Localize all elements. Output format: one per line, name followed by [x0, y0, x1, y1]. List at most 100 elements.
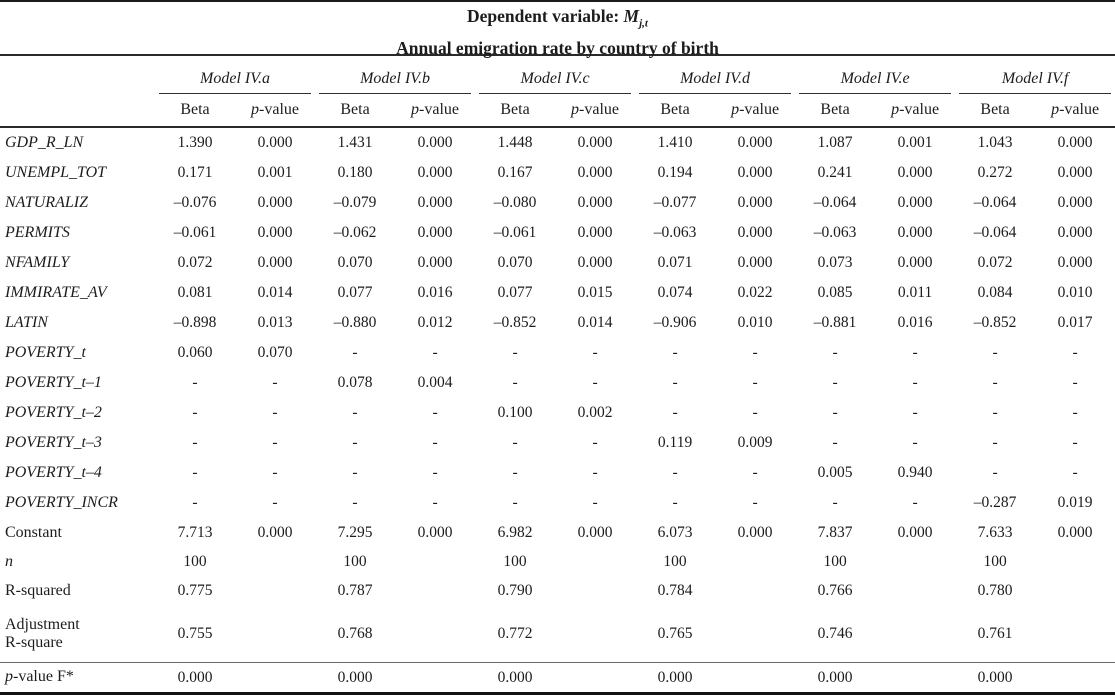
beta-value: - [512, 464, 518, 481]
beta-value: - [832, 344, 838, 361]
title-prefix: Dependent variable: [467, 6, 624, 26]
table-title-block: Dependent variable: Mj,t Annual emigrati… [0, 2, 1115, 58]
beta-value: 0.000 [315, 662, 396, 694]
beta-header: Beta [315, 94, 396, 128]
beta-value: - [352, 494, 358, 511]
pvalue-value: - [912, 494, 918, 511]
beta-value: - [992, 344, 998, 361]
pvalue-value: - [272, 404, 278, 421]
pvalue-value: 0.000 [257, 134, 293, 151]
beta-value: 6.073 [657, 524, 693, 541]
pvalue-value: - [912, 404, 918, 421]
model-header: Model IV.f [955, 56, 1115, 94]
pvalue-value: 0.001 [257, 164, 293, 181]
beta-value: –0.287 [973, 494, 1017, 511]
pvalue-value: - [912, 374, 918, 391]
pvalue-value: 0.000 [737, 194, 773, 211]
beta-value: 0.790 [497, 582, 533, 599]
stat-header-row: Beta p-value Beta p-value Beta p-value Beta p-v… [0, 94, 1115, 128]
pvalue-value: - [1072, 374, 1078, 391]
beta-value: 0.746 [817, 625, 853, 642]
corner-cell [0, 94, 155, 128]
pvalue-value: - [432, 344, 438, 361]
beta-value: –0.880 [333, 314, 377, 331]
beta-value: –0.077 [653, 194, 697, 211]
beta-value: 0.761 [977, 625, 1013, 642]
beta-value: –0.063 [653, 224, 697, 241]
table-row: POVERTY_t–4 - - - - - - - - 0.005 0.940 - - [0, 458, 1115, 488]
pvalue-value [1035, 606, 1115, 663]
beta-value: - [672, 374, 678, 391]
pvalue-value: 0.940 [897, 464, 933, 481]
model-name-label: Model IV.b [319, 64, 472, 94]
pvalue-value [1035, 576, 1115, 606]
pvalue-value: - [432, 494, 438, 511]
beta-value: 7.633 [977, 524, 1013, 541]
pvalue-value [875, 576, 955, 606]
pvalue-value [555, 662, 636, 694]
pvalue-value [235, 548, 315, 576]
beta-header: Beta [795, 94, 876, 128]
table-row: LATIN –0.898 0.013 –0.880 0.012 –0.852 0.014 –0… [0, 308, 1115, 338]
pvalue-value [875, 548, 955, 576]
model-header: Model IV.b [315, 56, 475, 94]
pvalue-value: - [432, 434, 438, 451]
table-row: POVERTY_t–2 - - - - 0.100 0.002 - - - - - - [0, 398, 1115, 428]
table-row: n 100 100 100 100 100 100 [0, 548, 1115, 576]
pvalue-header: p-value [875, 94, 956, 128]
pvalue-value: 0.000 [737, 134, 773, 151]
dependent-variable-symbol: Mj,t [623, 6, 648, 30]
beta-value: –0.064 [813, 194, 857, 211]
pvalue-value [395, 662, 476, 694]
beta-value: –0.061 [173, 224, 217, 241]
beta-value: 100 [503, 553, 527, 570]
beta-value: 0.768 [337, 625, 373, 642]
pvalue-value: 0.004 [417, 374, 453, 391]
pvalue-value: 0.000 [417, 134, 453, 151]
row-label: LATIN [5, 313, 48, 331]
regression-table: Model IV.a Model IV.b Model IV.c Model IV.d… [0, 56, 1115, 695]
pvalue-value: 0.000 [1057, 194, 1093, 211]
beta-header: Beta [635, 94, 716, 128]
row-label: IMMIRATE_AV [5, 283, 107, 301]
pvalue-value: - [432, 404, 438, 421]
beta-value: –0.061 [493, 224, 537, 241]
beta-value: 0.077 [337, 284, 373, 301]
beta-header: Beta [475, 94, 556, 128]
beta-value: - [992, 374, 998, 391]
pvalue-value: 0.000 [737, 164, 773, 181]
pvalue-value: 0.014 [577, 314, 613, 331]
table-row: Constant 7.713 0.000 7.295 0.000 6.982 0.000 6.… [0, 518, 1115, 548]
beta-header: Beta [155, 94, 235, 128]
model-name-label: Model IV.d [639, 64, 792, 94]
beta-value: 0.005 [817, 464, 853, 481]
beta-value: 0.000 [795, 662, 876, 694]
pvalue-value [555, 606, 635, 663]
pvalue-value: - [752, 374, 758, 391]
pvalue-value: - [592, 434, 598, 451]
pvalue-value [715, 576, 795, 606]
table-row: NFAMILY 0.072 0.000 0.070 0.000 0.070 0.000 0.0… [0, 248, 1115, 278]
pvalue-value: 0.000 [577, 134, 613, 151]
beta-header: Beta [955, 94, 1036, 128]
pvalue-value: 0.000 [897, 254, 933, 271]
beta-value: 0.241 [817, 164, 853, 181]
beta-value: - [352, 464, 358, 481]
beta-value: 0.000 [955, 662, 1036, 694]
row-label: PERMITS [5, 223, 70, 241]
beta-value: - [192, 404, 198, 421]
pvalue-value: 0.000 [417, 224, 453, 241]
model-header: Model IV.d [635, 56, 795, 94]
pvalue-header: p-value [395, 94, 476, 128]
table-row: R-squared 0.775 0.787 0.790 0.784 0.766 0.780 [0, 576, 1115, 606]
corner-cell [0, 56, 155, 94]
pvalue-value: 0.000 [1057, 254, 1093, 271]
pvalue-value: 0.000 [417, 194, 453, 211]
beta-value: –0.881 [813, 314, 857, 331]
pvalue-value: 0.019 [1057, 494, 1093, 511]
pvalue-value: - [272, 464, 278, 481]
beta-value: - [672, 404, 678, 421]
beta-value: 0.171 [177, 164, 213, 181]
table-head: Model IV.a Model IV.b Model IV.c Model IV.d… [0, 56, 1115, 128]
